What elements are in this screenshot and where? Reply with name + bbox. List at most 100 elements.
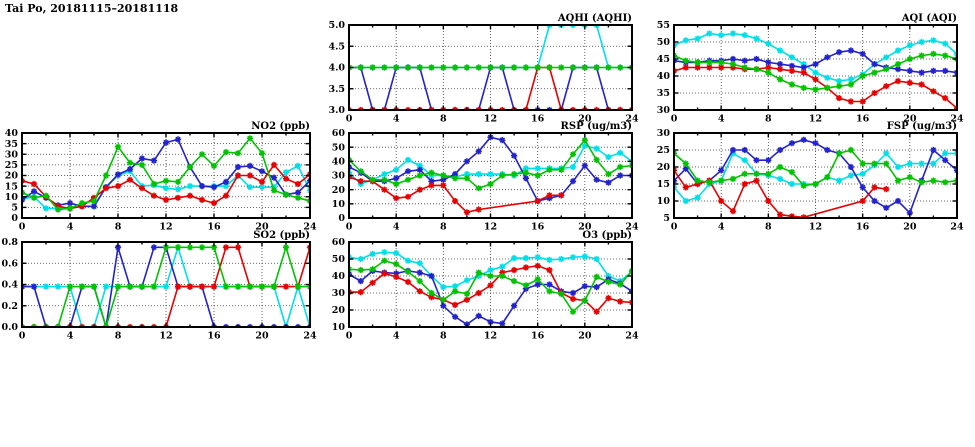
x-tick-label: 0 (346, 222, 353, 233)
series-markers-cyan (349, 249, 632, 291)
y-tick-label: 4.0 (328, 63, 345, 74)
y-tick-label: 35 (657, 88, 670, 99)
y-tick-label: 5 (11, 203, 18, 214)
series-markers-green (349, 137, 632, 192)
x-tick-label: 16 (531, 331, 545, 342)
y-tick-label: 60 (332, 128, 346, 139)
x-tick-label: 0 (19, 222, 26, 233)
y-tick-label: 30 (332, 171, 346, 182)
y-tick-label: 20 (332, 305, 346, 316)
x-tick-label: 8 (115, 331, 122, 342)
x-tick-label: 4 (393, 114, 400, 125)
y-tick-label: 5.0 (328, 20, 345, 31)
series-markers-green (674, 146, 957, 189)
y-tick-label: 15 (5, 181, 18, 192)
x-tick-label: 24 (625, 331, 639, 342)
x-tick-label: 20 (255, 331, 269, 342)
y-tick-label: 50 (332, 142, 346, 153)
y-tick-label: 30 (5, 149, 19, 160)
chart-so2: 0 4 8 12 16 20 24 0.0 0.2 0.4 0.6 0.8 SO2 (ppb) (1, 230, 317, 342)
chart-title-fsp: FSP (ug/m3) (887, 121, 957, 132)
x-tick-label: 24 (950, 222, 964, 233)
y-tick-label: 10 (5, 192, 19, 203)
y-tick-label: 25 (5, 160, 18, 171)
x-tick-label: 12 (159, 331, 172, 342)
series-markers-green (22, 135, 310, 213)
x-tick-label: 12 (809, 222, 822, 233)
y-tick-label: 15 (657, 179, 670, 190)
x-tick-label: 4 (67, 331, 74, 342)
series-line-blue (674, 138, 957, 215)
x-tick-label: 8 (440, 114, 447, 125)
y-tick-label: 0 (338, 213, 345, 224)
x-tick-label: 0 (19, 331, 26, 342)
page-title: Tai Po, 20181115–20181118 (5, 2, 179, 15)
y-tick-label: 40 (657, 71, 671, 82)
x-tick-label: 16 (531, 114, 545, 125)
chart-title-aqi: AQI (AQI) (901, 13, 957, 24)
y-tick-label: 30 (332, 288, 346, 299)
x-tick-label: 16 (531, 222, 545, 233)
series-markers-green (349, 64, 632, 71)
x-tick-label: 8 (765, 222, 772, 233)
y-tick-label: 20 (332, 185, 346, 196)
x-tick-label: 20 (903, 222, 917, 233)
y-tick-label: 5 (663, 213, 670, 224)
y-tick-label: 55 (657, 20, 670, 31)
x-tick-label: 24 (303, 331, 317, 342)
x-tick-label: 16 (207, 222, 221, 233)
x-tick-label: 20 (578, 331, 592, 342)
y-tick-label: 0.0 (1, 322, 18, 333)
chart-title-no2: NO2 (ppb) (251, 121, 310, 132)
chart-title-so2: SO2 (ppb) (253, 230, 310, 241)
x-tick-label: 4 (67, 222, 74, 233)
chart-title-o3: O3 (ppb) (582, 230, 632, 241)
y-tick-label: 0.6 (1, 258, 18, 269)
x-tick-label: 16 (856, 114, 870, 125)
y-tick-label: 0 (11, 213, 18, 224)
x-tick-label: 4 (393, 331, 400, 342)
x-tick-label: 0 (671, 222, 678, 233)
chart-fsp: 0 4 8 12 16 20 24 5 10 15 20 25 30 FSP (ug/m3) (657, 121, 964, 233)
x-tick-label: 8 (115, 222, 122, 233)
y-tick-label: 3.5 (328, 84, 345, 95)
x-tick-label: 12 (809, 114, 822, 125)
y-tick-label: 60 (332, 237, 346, 248)
y-tick-label: 35 (5, 139, 18, 150)
x-tick-label: 8 (440, 331, 447, 342)
x-tick-label: 12 (484, 114, 497, 125)
series-markers-green (22, 244, 310, 327)
x-tick-label: 8 (440, 222, 447, 233)
chart-title-aqhi: AQHI (AQHI) (557, 13, 632, 24)
chart-o3: 0 4 8 12 16 20 24 10 20 30 40 50 60 O3 (ppb) (332, 230, 639, 342)
y-tick-label: 20 (5, 171, 19, 182)
y-tick-label: 40 (5, 128, 19, 139)
x-tick-label: 16 (207, 331, 221, 342)
x-tick-label: 24 (625, 222, 639, 233)
y-tick-label: 10 (332, 322, 346, 333)
y-tick-label: 30 (657, 128, 671, 139)
chart-rsp: 0 4 8 12 16 20 24 0 10 20 30 40 50 60 RSP (ug/m3) (332, 121, 639, 233)
y-tick-label: 10 (332, 199, 346, 210)
x-tick-label: 20 (578, 114, 592, 125)
x-tick-label: 4 (393, 222, 400, 233)
x-tick-label: 12 (159, 222, 172, 233)
x-tick-label: 20 (903, 114, 917, 125)
x-tick-label: 24 (303, 222, 317, 233)
series-line-red (349, 176, 562, 214)
x-tick-label: 20 (578, 222, 592, 233)
y-tick-label: 40 (332, 271, 346, 282)
y-tick-label: 3.0 (328, 105, 345, 116)
y-tick-label: 0.2 (1, 301, 18, 312)
x-tick-label: 16 (856, 222, 870, 233)
x-tick-label: 20 (255, 222, 269, 233)
x-tick-label: 4 (718, 222, 725, 233)
chart-aqi: 0 4 8 12 16 20 24 30 35 40 45 50 55 AQI (AQI) (657, 13, 964, 125)
x-tick-label: 0 (346, 331, 353, 342)
x-tick-label: 8 (765, 114, 772, 125)
y-tick-label: 4.5 (328, 41, 345, 52)
series-line-green (674, 149, 957, 187)
